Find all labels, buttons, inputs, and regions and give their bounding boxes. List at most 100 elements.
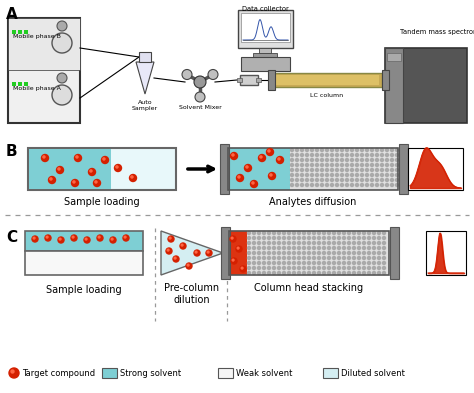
- Circle shape: [283, 261, 285, 264]
- Text: Column head stacking: Column head stacking: [255, 283, 364, 293]
- Circle shape: [246, 166, 248, 168]
- Text: C: C: [6, 230, 17, 245]
- Circle shape: [383, 246, 385, 250]
- Circle shape: [267, 246, 271, 250]
- Circle shape: [84, 237, 90, 243]
- Circle shape: [383, 242, 385, 244]
- Circle shape: [316, 169, 319, 171]
- Circle shape: [318, 252, 320, 255]
- Circle shape: [391, 178, 393, 182]
- Circle shape: [332, 237, 336, 239]
- Circle shape: [57, 21, 67, 31]
- Polygon shape: [161, 231, 223, 275]
- Circle shape: [267, 272, 271, 274]
- Circle shape: [365, 149, 368, 151]
- Circle shape: [250, 180, 257, 187]
- Circle shape: [330, 158, 334, 162]
- Circle shape: [312, 246, 316, 250]
- Circle shape: [263, 237, 265, 239]
- Circle shape: [343, 231, 346, 235]
- Bar: [8, 18, 80, 123]
- Circle shape: [310, 184, 313, 187]
- Circle shape: [310, 158, 313, 162]
- Circle shape: [301, 149, 303, 151]
- Circle shape: [312, 252, 316, 255]
- Circle shape: [98, 236, 100, 238]
- Circle shape: [357, 257, 361, 259]
- Circle shape: [322, 242, 326, 244]
- Circle shape: [310, 163, 313, 167]
- Circle shape: [263, 246, 265, 250]
- Circle shape: [295, 178, 299, 182]
- Circle shape: [318, 257, 320, 259]
- Circle shape: [232, 259, 234, 261]
- Circle shape: [365, 154, 368, 156]
- Text: Tandem mass spectrometry: Tandem mass spectrometry: [400, 29, 474, 35]
- Circle shape: [268, 173, 275, 180]
- Circle shape: [328, 257, 330, 259]
- Circle shape: [328, 231, 330, 235]
- Circle shape: [340, 154, 344, 156]
- Text: Auto
Sampler: Auto Sampler: [132, 100, 158, 111]
- Circle shape: [377, 252, 381, 255]
- Circle shape: [330, 163, 334, 167]
- Circle shape: [116, 166, 118, 168]
- Circle shape: [350, 154, 354, 156]
- Circle shape: [247, 261, 250, 264]
- Circle shape: [263, 257, 265, 259]
- Circle shape: [343, 257, 346, 259]
- Text: LC column: LC column: [310, 93, 344, 98]
- Circle shape: [322, 237, 326, 239]
- Circle shape: [231, 237, 233, 239]
- Circle shape: [241, 267, 243, 269]
- Circle shape: [346, 158, 348, 162]
- Circle shape: [302, 242, 306, 244]
- Bar: [8, 18, 80, 70]
- Circle shape: [273, 231, 275, 235]
- Circle shape: [93, 180, 100, 187]
- Circle shape: [195, 92, 205, 102]
- Circle shape: [361, 154, 364, 156]
- Circle shape: [365, 178, 368, 182]
- Circle shape: [298, 261, 301, 264]
- Circle shape: [330, 169, 334, 171]
- Circle shape: [391, 163, 393, 167]
- Circle shape: [377, 246, 381, 250]
- Circle shape: [361, 158, 364, 162]
- Bar: [256, 78, 261, 82]
- Circle shape: [346, 149, 348, 151]
- Circle shape: [316, 173, 319, 176]
- Circle shape: [312, 257, 316, 259]
- Circle shape: [56, 167, 64, 173]
- Bar: [220, 144, 229, 194]
- Circle shape: [337, 246, 340, 250]
- Circle shape: [371, 163, 374, 167]
- Circle shape: [302, 272, 306, 274]
- Circle shape: [123, 235, 129, 241]
- Circle shape: [346, 163, 348, 167]
- Circle shape: [169, 237, 171, 239]
- Circle shape: [365, 173, 368, 176]
- Text: Analytes diffusion: Analytes diffusion: [269, 197, 357, 207]
- Circle shape: [253, 246, 255, 250]
- Circle shape: [381, 169, 383, 171]
- Circle shape: [292, 261, 295, 264]
- Circle shape: [326, 173, 328, 176]
- Circle shape: [59, 238, 61, 240]
- Circle shape: [320, 184, 323, 187]
- Bar: [18, 82, 22, 86]
- Circle shape: [46, 236, 48, 238]
- Text: A: A: [6, 7, 18, 22]
- Circle shape: [356, 178, 358, 182]
- Circle shape: [350, 173, 354, 176]
- Circle shape: [350, 178, 354, 182]
- Circle shape: [292, 231, 295, 235]
- Circle shape: [258, 154, 265, 162]
- Circle shape: [277, 231, 281, 235]
- Circle shape: [173, 256, 179, 262]
- Circle shape: [277, 272, 281, 274]
- Circle shape: [292, 266, 295, 270]
- Circle shape: [332, 257, 336, 259]
- Circle shape: [350, 158, 354, 162]
- Circle shape: [328, 252, 330, 255]
